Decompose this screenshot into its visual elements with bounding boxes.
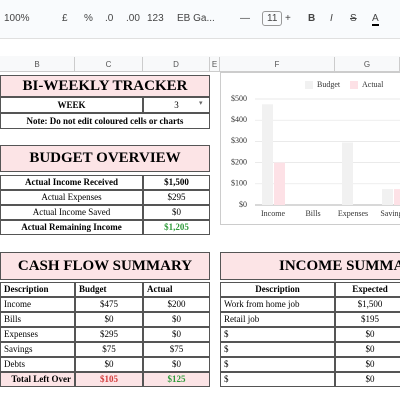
y-tick-label: $400 <box>231 115 247 124</box>
y-tick-label: $500 <box>231 94 247 103</box>
legend-label: Budget <box>317 80 341 89</box>
cell: $ <box>220 372 335 387</box>
cell: $1,500 <box>143 175 210 190</box>
cell: Actual Income Received <box>0 175 143 190</box>
toolbar-button[interactable]: 123 <box>147 13 164 24</box>
toolbar-button[interactable]: 11 <box>262 11 283 26</box>
cell: CASH FLOW SUMMARY <box>0 252 210 280</box>
cell: $195 <box>335 312 400 327</box>
toolbar <box>0 0 400 39</box>
cell: Description <box>0 282 75 297</box>
y-tick-label: $0 <box>239 200 247 209</box>
cell: Actual Expenses <box>0 190 143 205</box>
cell: Savings <box>0 342 75 357</box>
column-header: G <box>335 57 400 71</box>
column-header: E <box>210 57 220 71</box>
x-tick-label: Savings <box>380 209 400 218</box>
toolbar-button[interactable]: .0 <box>105 13 114 24</box>
cell: $200 <box>143 297 210 312</box>
toolbar-button[interactable]: + <box>285 13 291 24</box>
toolbar-button[interactable]: % <box>84 13 93 24</box>
column-header: C <box>75 57 143 71</box>
toolbar-button[interactable]: 100% <box>4 13 30 24</box>
cell: $ <box>220 357 335 372</box>
column-header: D <box>143 57 210 71</box>
column-header: B <box>0 57 75 71</box>
bar <box>262 104 273 205</box>
x-tick-label: Income <box>261 209 285 218</box>
toolbar-button[interactable]: £ <box>62 13 68 24</box>
cell: Budget <box>75 282 143 297</box>
cell: 3 <box>143 97 210 113</box>
cell: $0 <box>143 357 210 372</box>
cell: BI-WEEKLY TRACKER <box>0 75 210 97</box>
cell: Expected <box>335 282 400 297</box>
cell: INCOME SUMMARY <box>220 252 400 280</box>
cell: $105 <box>75 372 143 387</box>
cell: $0 <box>75 312 143 327</box>
legend-swatch <box>305 81 313 89</box>
cell: Debts <box>0 357 75 372</box>
cell: $0 <box>335 357 400 372</box>
cell: $295 <box>75 327 143 342</box>
cell: $1,500 <box>335 297 400 312</box>
toolbar-button[interactable]: EB Ga... <box>177 13 215 24</box>
cell: Expenses <box>0 327 75 342</box>
toolbar-button[interactable]: I <box>330 13 333 24</box>
cell: $475 <box>75 297 143 312</box>
cell: Income <box>0 297 75 312</box>
legend-swatch <box>350 81 358 89</box>
toolbar-button[interactable]: .00 <box>126 13 140 24</box>
toolbar-button[interactable]: A <box>372 13 379 26</box>
cell: WEEK <box>0 97 143 113</box>
cell: Actual Income Saved <box>0 205 143 220</box>
cell: $0 <box>335 342 400 357</box>
cell: $0 <box>75 357 143 372</box>
cell: Bills <box>0 312 75 327</box>
chart-frame <box>220 72 400 225</box>
cell: $0 <box>143 205 210 220</box>
legend-label: Actual <box>362 80 384 89</box>
cell: $ <box>220 342 335 357</box>
bar <box>342 142 353 205</box>
toolbar-button[interactable]: S <box>350 13 357 24</box>
column-header: F <box>220 57 335 71</box>
cell: $0 <box>335 372 400 387</box>
cell: BUDGET OVERVIEW <box>0 145 210 172</box>
y-tick-label: $300 <box>231 136 247 145</box>
cell: $295 <box>143 190 210 205</box>
cell: Work from home job <box>220 297 335 312</box>
toolbar-button[interactable]: — <box>240 13 250 24</box>
cell: $75 <box>75 342 143 357</box>
cell: Total Left Over <box>0 372 75 387</box>
bar <box>382 189 393 205</box>
chart: $0 $100 $200 $300 $400 $500 Income Bills Expense… <box>220 72 400 225</box>
cell: Description <box>220 282 335 297</box>
y-tick-label: $100 <box>231 179 247 188</box>
cell: $1,205 <box>143 220 210 235</box>
cell: $125 <box>143 372 210 387</box>
cell: Retail job <box>220 312 335 327</box>
toolbar-button[interactable]: B <box>308 13 316 24</box>
bar <box>394 189 400 205</box>
x-tick-label: Expenses <box>338 209 368 218</box>
cell: $0 <box>143 312 210 327</box>
cell: $ <box>220 327 335 342</box>
cell: Actual <box>143 282 210 297</box>
cell: $0 <box>143 327 210 342</box>
y-tick-label: $200 <box>231 157 247 166</box>
bar <box>274 162 285 205</box>
cell: Actual Remaining Income <box>0 220 143 235</box>
x-tick-label: Bills <box>305 209 320 218</box>
cell: Note: Do not edit coloured cells or char… <box>0 113 210 129</box>
cell: $75 <box>143 342 210 357</box>
cell: $0 <box>335 327 400 342</box>
dropdown-arrow[interactable]: ▾ <box>199 100 203 107</box>
